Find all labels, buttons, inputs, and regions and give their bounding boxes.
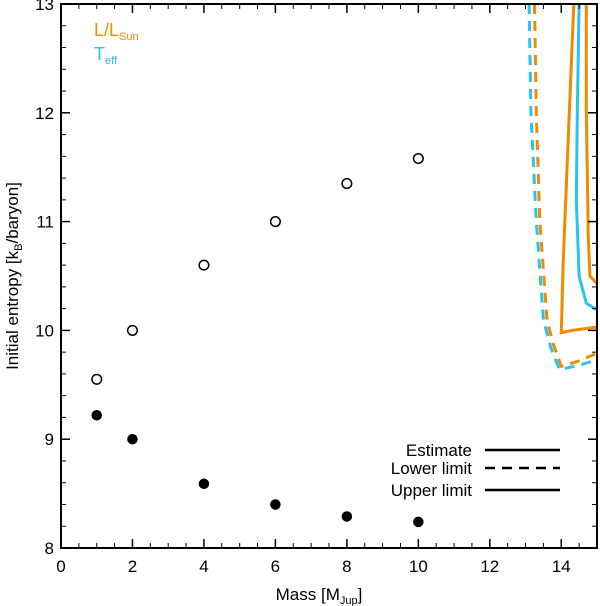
filled-circle-point	[198, 478, 210, 490]
y-tick-label: 8	[45, 539, 54, 558]
series-line-2	[559, 4, 597, 335]
filled-circle-point	[91, 410, 102, 421]
color-legend: L/LSun Teff	[94, 20, 139, 67]
filled-circle-point	[127, 433, 138, 445]
color-legend-teff-sub: eff	[105, 55, 118, 67]
y-axis-title-close: /baryon]	[3, 182, 22, 243]
x-tick-label: 8	[342, 557, 351, 576]
open-circle-point	[341, 177, 353, 190]
x-tick-label: 14	[552, 557, 571, 576]
legend-label-upper-limit: Upper limit	[391, 481, 473, 500]
plot-markers	[91, 152, 424, 528]
x-tick-label: 2	[128, 557, 137, 576]
y-axis-title-sub: B	[13, 244, 25, 251]
series-line-6	[527, 4, 597, 372]
open-circle-point	[412, 152, 424, 165]
x-axis-title-main: Mass [M	[276, 585, 340, 604]
open-circle-point	[269, 216, 281, 228]
legend-label-lower-limit: Lower limit	[391, 459, 473, 478]
filled-circle-point	[270, 499, 281, 510]
x-axis-title-close: ]	[358, 585, 363, 604]
color-legend-luminosity-sub: Sun	[119, 31, 139, 43]
series-line-3	[584, 4, 597, 285]
open-circle-point	[91, 373, 103, 385]
y-axis-title: Initial entropy [kB/baryon]	[3, 182, 25, 370]
line-legend: Estimate Lower limit Upper limit	[391, 441, 560, 500]
open-circle-point	[126, 324, 139, 336]
color-legend-teff: Teff	[94, 44, 118, 67]
y-tick-label: 12	[35, 104, 54, 123]
color-legend-luminosity: L/LSun	[94, 20, 139, 43]
series-line-4	[574, 4, 597, 311]
x-tick-label: 4	[199, 557, 208, 576]
series-line-5	[533, 4, 597, 369]
x-axis-title-sub: Jup	[340, 595, 358, 606]
y-tick-labels: 8 9 10 11 12 13	[35, 0, 54, 558]
legend-label-estimate: Estimate	[406, 441, 472, 460]
y-axis-title-main: Initial entropy [k	[3, 250, 22, 370]
color-legend-luminosity-main: L/L	[94, 20, 119, 40]
filled-circle-point	[341, 511, 353, 522]
axis-ticks	[60, 3, 598, 549]
filled-circle-point	[413, 516, 424, 528]
x-tick-label: 10	[409, 557, 428, 576]
open-circle-point	[198, 259, 210, 271]
y-tick-label: 13	[35, 0, 54, 14]
x-tick-label: 12	[480, 557, 499, 576]
x-axis-title: Mass [MJup]	[276, 585, 363, 606]
y-tick-label: 10	[35, 321, 54, 340]
x-tick-label: 6	[271, 557, 280, 576]
y-tick-label: 9	[45, 430, 54, 449]
x-tick-label: 0	[56, 557, 65, 576]
x-tick-labels: 0 2 4 6 8 10 12 14	[56, 557, 570, 576]
plot-lines	[527, 4, 597, 372]
plot-frame	[60, 3, 598, 549]
y-tick-label: 11	[36, 213, 54, 232]
color-legend-teff-main: T	[94, 44, 105, 64]
